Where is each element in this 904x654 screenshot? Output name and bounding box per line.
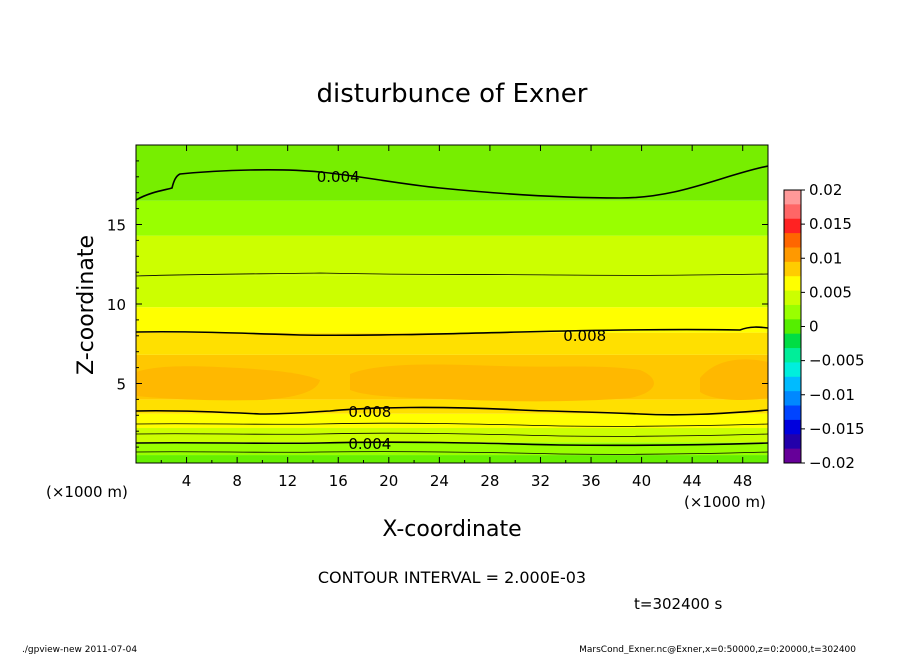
contour-line xyxy=(136,326,768,337)
colorbar-segment-7 xyxy=(784,290,801,306)
colorbar-label-6: −0.01 xyxy=(809,386,855,404)
x-tick-label-10: 44 xyxy=(683,472,702,490)
colorbar-label-8: −0.02 xyxy=(809,454,855,472)
x-tick-label-8: 36 xyxy=(581,472,600,490)
x-ticks: 4 8 12 16 20 24 28 32 36 40 44 48 xyxy=(160,145,752,490)
x-unit-right: (×1000 m) xyxy=(684,493,766,511)
x-tick-label-11: 48 xyxy=(733,472,752,490)
color-band-10 xyxy=(136,200,768,236)
contour-label-1: 0.008 xyxy=(563,327,606,345)
contour-line xyxy=(136,432,768,437)
plot-area: 0.004 0.008 0.008 0.004 xyxy=(136,145,768,463)
colorbar-label-4: 0 xyxy=(809,318,819,336)
contour-interval-text: CONTOUR INTERVAL = 2.000E-03 xyxy=(318,568,586,587)
colorbar-segment-16 xyxy=(784,419,801,435)
color-band-6 xyxy=(136,332,768,355)
color-band-11 xyxy=(136,145,768,201)
footer-left: ./gpview-new 2011-07-04 xyxy=(22,645,137,654)
color-band-9 xyxy=(136,235,768,276)
colorbar-segment-15 xyxy=(784,405,801,421)
contour-line xyxy=(136,441,768,447)
color-band-2 xyxy=(136,428,768,443)
time-label: t=302400 s xyxy=(634,595,722,613)
colorbar-label-2: 0.01 xyxy=(809,249,842,267)
x-tick-label-5: 24 xyxy=(430,472,449,490)
contour-lines xyxy=(136,165,768,455)
colorbar-segment-8 xyxy=(784,304,801,320)
color-bands xyxy=(136,145,768,463)
blob-middle xyxy=(350,364,654,402)
contour-line xyxy=(136,165,768,201)
contour-line xyxy=(136,422,768,427)
color-band-7 xyxy=(136,307,768,333)
x-tick-label-0: 4 xyxy=(182,472,192,490)
colorbar-segment-12 xyxy=(784,362,801,378)
y-tick-label-1: 10 xyxy=(107,296,126,314)
contour-label-2: 0.008 xyxy=(348,403,391,421)
colorbar-segment-11 xyxy=(784,348,801,363)
orange-blobs xyxy=(136,359,768,402)
y-tick-label-2: 15 xyxy=(107,217,126,235)
colorbar-segment-10 xyxy=(784,333,801,349)
colorbar-segment-6 xyxy=(784,276,801,292)
colorbar-label-3: 0.005 xyxy=(809,283,852,301)
x-tick-label-2: 12 xyxy=(278,472,297,490)
blob-left xyxy=(136,366,320,401)
chart-title: disturbunce of Exner xyxy=(317,79,588,109)
colorbar-label-5: −0.005 xyxy=(809,352,865,370)
x-tick-label-6: 28 xyxy=(480,472,499,490)
colorbar-segment-0 xyxy=(784,190,801,205)
x-tick-label-9: 40 xyxy=(632,472,651,490)
x-tick-label-4: 20 xyxy=(379,472,398,490)
y-tick-label-0: 5 xyxy=(116,376,126,394)
contour-line xyxy=(136,272,768,277)
x-tick-label-3: 16 xyxy=(329,472,348,490)
x-tick-label-1: 8 xyxy=(232,472,242,490)
blob-right xyxy=(700,359,768,400)
color-band-0 xyxy=(136,455,768,463)
colorbar-label-7: −0.015 xyxy=(809,420,865,438)
contour-labels: 0.004 0.008 0.008 0.004 xyxy=(317,168,606,453)
colorbar xyxy=(784,190,801,464)
x-unit-left: (×1000 m) xyxy=(46,483,128,501)
footer-right: MarsCond_Exner.nc@Exner,x=0:50000,z=0:20… xyxy=(579,645,856,654)
colorbar-segment-18 xyxy=(784,448,801,464)
colorbar-label-1: 0.015 xyxy=(809,215,852,233)
colorbar-segment-9 xyxy=(784,319,801,335)
contour-line xyxy=(136,406,768,416)
colorbar-segment-17 xyxy=(784,434,801,450)
colorbar-segment-2 xyxy=(784,218,801,234)
color-band-8 xyxy=(136,275,768,308)
contour-line xyxy=(136,451,768,455)
y-axis-label: Z-coordinate xyxy=(74,235,99,375)
x-tick-label-7: 32 xyxy=(531,472,550,490)
colorbar-segment-1 xyxy=(784,204,801,220)
colorbar-segment-5 xyxy=(784,261,801,277)
colorbar-segment-4 xyxy=(784,247,801,263)
x-axis-label: X-coordinate xyxy=(382,517,521,542)
colorbar-segment-3 xyxy=(784,233,801,248)
y-ticks: 5 10 15 xyxy=(107,160,768,448)
colorbar-labels: 0.02 0.015 0.01 0.005 0 −0.005 −0.01 −0.015 −0.0… xyxy=(801,181,865,472)
colorbar-label-0: 0.02 xyxy=(809,181,842,199)
contour-label-0: 0.004 xyxy=(317,168,360,186)
contour-label-3: 0.004 xyxy=(348,435,391,453)
color-band-4 xyxy=(136,399,768,414)
colorbar-segment-14 xyxy=(784,391,801,407)
colorbar-segment-13 xyxy=(784,376,801,392)
